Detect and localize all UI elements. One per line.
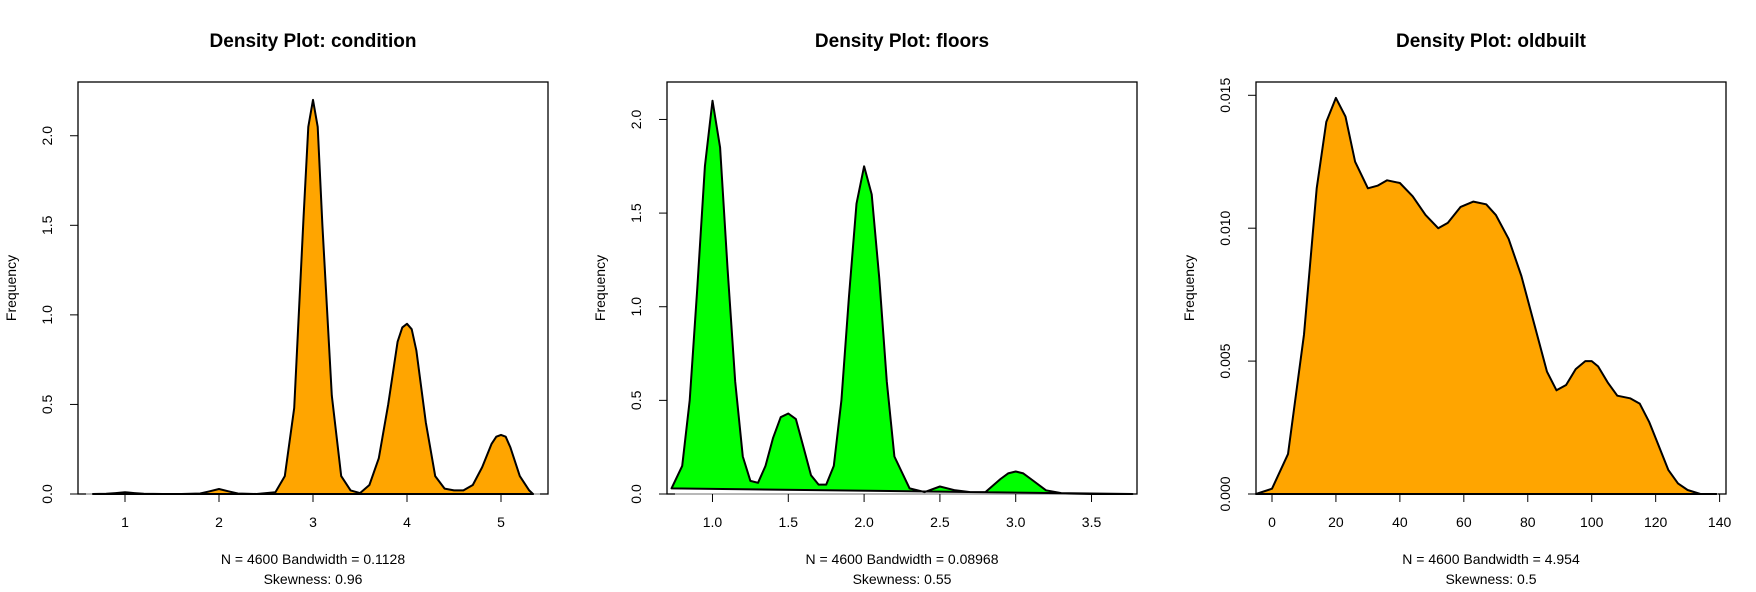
panel-floors: Density Plot: floors Frequency N = 4600 … xyxy=(592,31,1138,587)
subtitle-bandwidth: N = 4600 Bandwidth = 4.954 xyxy=(1402,551,1580,567)
panel-condition: Density Plot: condition Frequency N = 46… xyxy=(3,31,549,587)
y-axis-label: Frequency xyxy=(3,255,19,321)
y-tick-label: 0.5 xyxy=(628,390,644,410)
x-tick-label: 1 xyxy=(121,514,129,530)
y-tick-label: 2.0 xyxy=(628,110,644,130)
chart-title: Density Plot: floors xyxy=(815,31,989,52)
x-tick-label: 3.5 xyxy=(1082,514,1102,530)
density-area xyxy=(670,99,1134,495)
x-tick-label: 20 xyxy=(1328,514,1344,530)
x-tick-label: 60 xyxy=(1456,514,1472,530)
y-tick-label: 0.010 xyxy=(1217,210,1233,245)
y-axis-label: Frequency xyxy=(1181,255,1197,321)
panel-oldbuilt: Density Plot: oldbuilt Frequency N = 460… xyxy=(1181,31,1731,587)
x-tick-label: 0 xyxy=(1268,514,1276,530)
x-tick-label: 3 xyxy=(309,514,317,530)
x-tick-label: 1.5 xyxy=(779,514,799,530)
density-area xyxy=(92,98,534,495)
density-area xyxy=(1255,96,1718,495)
x-tick-label: 5 xyxy=(497,514,505,530)
y-tick-label: 0.005 xyxy=(1217,343,1233,378)
y-tick-label: 1.0 xyxy=(39,305,55,325)
y-tick-label: 2.0 xyxy=(39,126,55,146)
chart-title: Density Plot: oldbuilt xyxy=(1396,31,1587,52)
subtitle-skewness: Skewness: 0.55 xyxy=(853,571,952,587)
y-tick-label: 0.0 xyxy=(628,484,644,504)
x-tick-label: 120 xyxy=(1644,514,1668,530)
x-tick-label: 1.0 xyxy=(703,514,723,530)
x-tick-label: 40 xyxy=(1392,514,1408,530)
y-tick-label: 0.015 xyxy=(1217,78,1233,113)
x-tick-label: 2.0 xyxy=(854,514,874,530)
y-tick-label: 1.5 xyxy=(39,215,55,235)
subtitle-skewness: Skewness: 0.5 xyxy=(1445,571,1536,587)
y-tick-label: 0.0 xyxy=(39,484,55,504)
x-tick-label: 4 xyxy=(403,514,411,530)
x-tick-label: 100 xyxy=(1580,514,1604,530)
x-tick-label: 2 xyxy=(215,514,223,530)
y-tick-label: 1.0 xyxy=(628,297,644,317)
chart-title: Density Plot: condition xyxy=(210,31,417,52)
subtitle-bandwidth: N = 4600 Bandwidth = 0.1128 xyxy=(221,551,405,567)
y-axis-label: Frequency xyxy=(592,255,608,321)
x-tick-label: 2.5 xyxy=(930,514,950,530)
y-tick-label: 1.5 xyxy=(628,203,644,223)
y-tick-label: 0.000 xyxy=(1217,476,1233,511)
subtitle-bandwidth: N = 4600 Bandwidth = 0.08968 xyxy=(805,551,998,567)
x-tick-label: 80 xyxy=(1520,514,1536,530)
subtitle-skewness: Skewness: 0.96 xyxy=(264,571,363,587)
y-tick-label: 0.5 xyxy=(39,394,55,414)
x-tick-label: 140 xyxy=(1708,514,1732,530)
x-tick-label: 3.0 xyxy=(1006,514,1026,530)
